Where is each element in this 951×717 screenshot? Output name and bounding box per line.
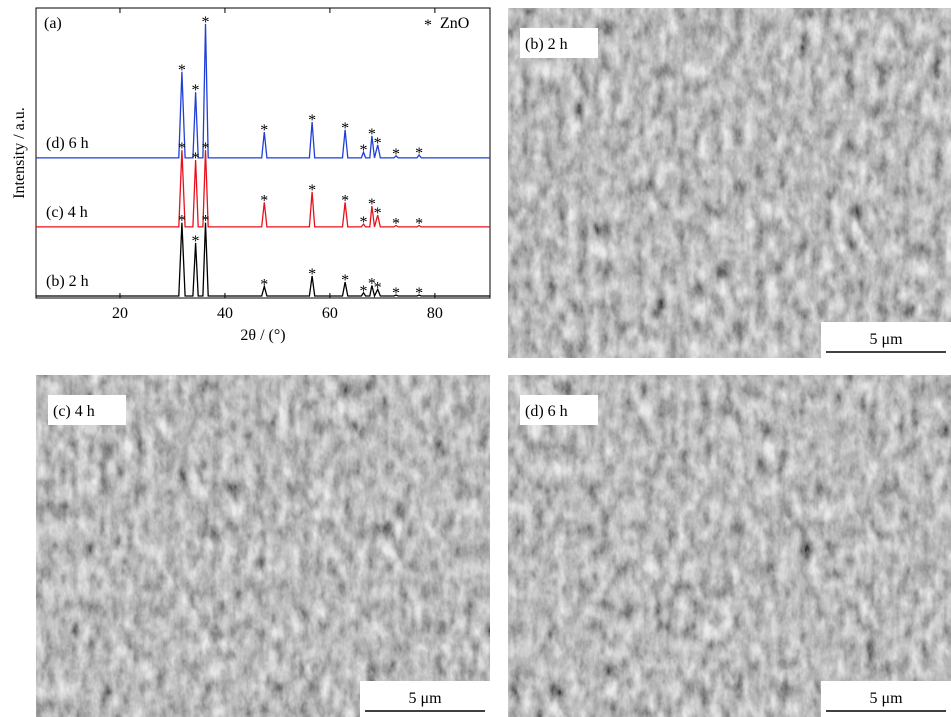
peak-marker: * xyxy=(192,233,200,250)
panel-label: (a) xyxy=(44,15,62,32)
series-label: (b) 2 h xyxy=(46,273,89,290)
peak-marker: * xyxy=(360,142,368,159)
peak-marker: * xyxy=(260,192,268,209)
peak-marker: * xyxy=(415,145,423,162)
panel-label: (d) 6 h xyxy=(525,403,568,420)
peak-marker: * xyxy=(341,120,349,137)
sem-image xyxy=(508,375,951,717)
peak-marker: * xyxy=(260,276,268,293)
x-tick-label: 60 xyxy=(322,305,338,322)
peak-marker: * xyxy=(308,112,316,129)
sem-image xyxy=(36,375,490,717)
peak-marker: * xyxy=(178,213,186,230)
peak-marker: * xyxy=(415,285,423,302)
page: 20 40 60 80 2θ / (°) Intensity / a.u. (a) * ZnO (… xyxy=(0,0,951,717)
x-tick-label: 40 xyxy=(217,305,233,322)
x-tick-label: 20 xyxy=(112,305,128,322)
peak-marker: * xyxy=(341,272,349,289)
peak-marker: * xyxy=(360,214,368,231)
y-axis-label: Intensity / a.u. xyxy=(11,107,28,199)
sem-image xyxy=(508,8,951,358)
peak-marker: * xyxy=(392,146,400,163)
peak-marker: * xyxy=(392,285,400,302)
peak-marker: * xyxy=(192,150,200,167)
series-label: (d) 6 h xyxy=(46,135,89,152)
peak-marker: * xyxy=(392,216,400,233)
scale-bar-label: 5 μm xyxy=(869,690,903,707)
peak-marker: * xyxy=(374,135,382,152)
scale-bar-label: 5 μm xyxy=(869,331,903,348)
figure: 20 40 60 80 2θ / (°) Intensity / a.u. (a) * ZnO (… xyxy=(0,0,951,717)
scale-bar-label: 5 μm xyxy=(408,690,442,707)
peak-marker: * xyxy=(308,266,316,283)
peak-marker: * xyxy=(415,216,423,233)
peak-marker: * xyxy=(260,122,268,139)
series-label: (c) 4 h xyxy=(46,204,88,221)
x-axis-label: 2θ / (°) xyxy=(240,327,285,344)
peak-marker: * xyxy=(341,192,349,209)
peak-marker: * xyxy=(374,279,382,296)
peak-marker: * xyxy=(178,62,186,79)
peak-marker: * xyxy=(202,213,210,230)
legend-label: ZnO xyxy=(440,15,469,32)
peak-marker: * xyxy=(374,205,382,222)
x-tick-label: 80 xyxy=(427,305,443,322)
peak-marker: * xyxy=(308,182,316,199)
peak-marker: * xyxy=(202,14,210,31)
legend-marker: * xyxy=(424,17,432,34)
panel-label: (b) 2 h xyxy=(525,36,568,53)
peak-marker: * xyxy=(192,82,200,99)
peak-marker: * xyxy=(360,283,368,300)
peak-marker: * xyxy=(178,140,186,157)
peak-marker: * xyxy=(202,140,210,157)
panel-label: (c) 4 h xyxy=(53,403,95,420)
